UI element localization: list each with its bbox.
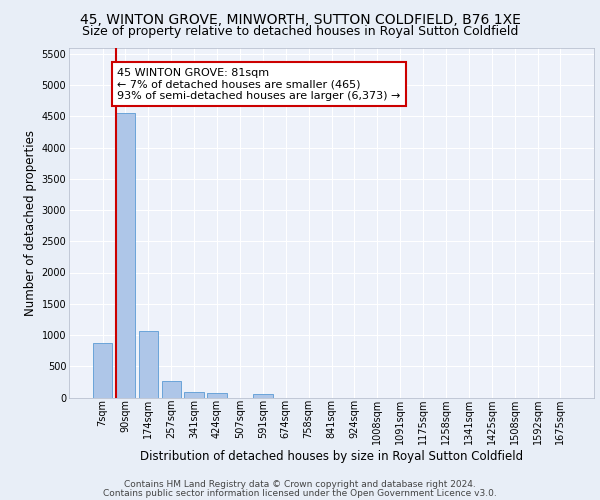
Bar (139, 331, 158, 398)
Text: Size of property relative to detached houses in Royal Sutton Coldfield: Size of property relative to detached ho… (82, 25, 518, 38)
Bar (116, 113, 135, 398)
Text: 45, WINTON GROVE, MINWORTH, SUTTON COLDFIELD, B76 1XE: 45, WINTON GROVE, MINWORTH, SUTTON COLDF… (80, 12, 520, 26)
Bar (93, 342, 112, 398)
Bar (208, 392, 227, 398)
Y-axis label: Number of detached properties: Number of detached properties (25, 130, 37, 316)
Bar (184, 392, 204, 398)
Text: 45 WINTON GROVE: 81sqm
← 7% of detached houses are smaller (465)
93% of semi-det: 45 WINTON GROVE: 81sqm ← 7% of detached … (118, 68, 401, 100)
Bar (253, 394, 272, 398)
X-axis label: Distribution of detached houses by size in Royal Sutton Coldfield: Distribution of detached houses by size … (140, 450, 523, 463)
Text: Contains HM Land Registry data © Crown copyright and database right 2024.: Contains HM Land Registry data © Crown c… (124, 480, 476, 489)
Text: Contains public sector information licensed under the Open Government Licence v3: Contains public sector information licen… (103, 488, 497, 498)
Bar (161, 380, 181, 398)
